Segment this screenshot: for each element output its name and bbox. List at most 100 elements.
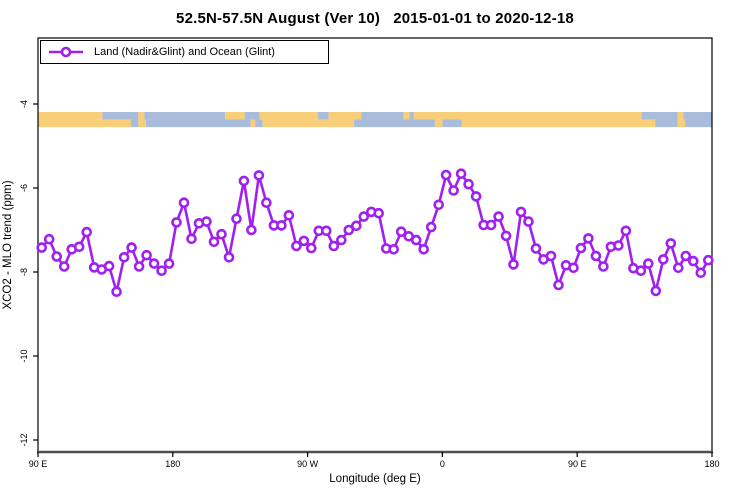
data-point [43,233,55,245]
data-point [485,219,497,231]
data-point [463,178,474,190]
legend-marker-icon [49,46,83,58]
data-point [328,240,340,252]
map-strip-ocean-segment [442,119,462,128]
map-strip-land-segment [38,111,103,120]
data-point [508,259,519,270]
data-point [111,286,122,298]
data-point [620,225,632,237]
data-point [657,254,669,265]
map-strip-ocean-segment [318,111,329,120]
y-tick-label: -4 [19,100,29,108]
map-strip-land-segment [38,119,131,128]
data-point [148,258,160,269]
data-point [613,240,624,251]
data-point [276,220,287,231]
map-strip-ocean-segment [354,119,435,128]
data-point [702,254,714,266]
data-point [36,242,48,253]
data-point [665,238,677,249]
data-point [163,258,175,269]
data-point [246,224,257,236]
data-point [261,197,272,208]
data-point [687,255,699,267]
data-point [223,251,235,263]
map-strip-land-segment [677,111,684,120]
data-point [568,262,579,274]
map-strip-ocean-segment [144,111,226,120]
data-point [58,261,70,272]
map-strip-land-segment [461,119,656,128]
data-point [680,250,692,262]
data-point [672,262,684,274]
data-point [283,210,295,221]
data-point [320,225,332,237]
data-line [40,172,710,294]
map-strip-ocean-segment [145,119,251,128]
data-point [51,251,63,262]
data-point [530,243,542,254]
map-strip-land-segment [138,119,146,128]
map-strip-land-segment [328,111,362,120]
data-point [201,216,212,227]
map-strip-ocean-segment [255,119,263,128]
data-point [141,249,152,261]
data-point [186,233,197,245]
map-strip-land-segment [250,119,256,128]
data-point [493,211,504,222]
map-strip-ocean-segment [683,111,712,120]
data-point [545,250,557,262]
data-point [575,242,587,254]
x-tick-label: 90 E [568,459,587,469]
data-point [81,226,92,238]
data-point [598,261,609,272]
chart-title: 52.5N-57.5N August (Ver 10) 2015-01-01 t… [176,10,574,27]
map-strip-land-segment [677,119,686,128]
data-point [156,265,167,277]
y-tick-label: -12 [19,433,29,446]
data-point [500,230,512,242]
map-strip-land-segment [225,111,245,120]
map-strip-land-segment [403,111,410,120]
y-tick-label: -8 [19,268,29,276]
map-strip-ocean-segment [244,111,260,120]
legend: Land (Nadir&Glint) and Ocean (Glint) [40,40,329,64]
data-point [358,211,370,222]
data-point [448,185,459,196]
data-point [253,170,265,181]
map-strip-ocean-segment [655,119,678,128]
data-point [231,213,242,224]
data-point [335,234,347,246]
x-tick-label: 180 [704,459,719,469]
data-point [388,244,400,255]
data-point [590,250,602,262]
x-axis-label: Longitude (deg E) [329,473,421,485]
data-point [73,241,85,253]
map-strip-land-segment [413,111,642,120]
data-point [238,175,250,187]
data-point [103,260,115,272]
data-point [650,285,662,297]
data-point [343,224,355,236]
data-point [291,240,302,252]
legend-label: Land (Nadir&Glint) and Ocean (Glint) [94,46,275,58]
x-tick-label: 90 W [297,459,319,469]
map-strip-land-segment [259,111,319,120]
data-point [126,242,137,253]
data-point [635,265,647,277]
data-point [395,226,407,237]
data-point [455,168,467,179]
x-tick-label: 0 [440,459,445,469]
map-strip-land-segment [434,119,443,128]
data-point [695,267,707,279]
data-point [418,244,430,255]
map-strip-ocean-segment [130,119,139,128]
data-point [553,279,564,291]
data-point [178,197,190,208]
data-point [350,220,362,232]
map-strip-ocean-segment [409,111,414,120]
data-point [298,235,310,247]
data-point [133,261,145,272]
map-strip-land-segment [262,119,355,128]
